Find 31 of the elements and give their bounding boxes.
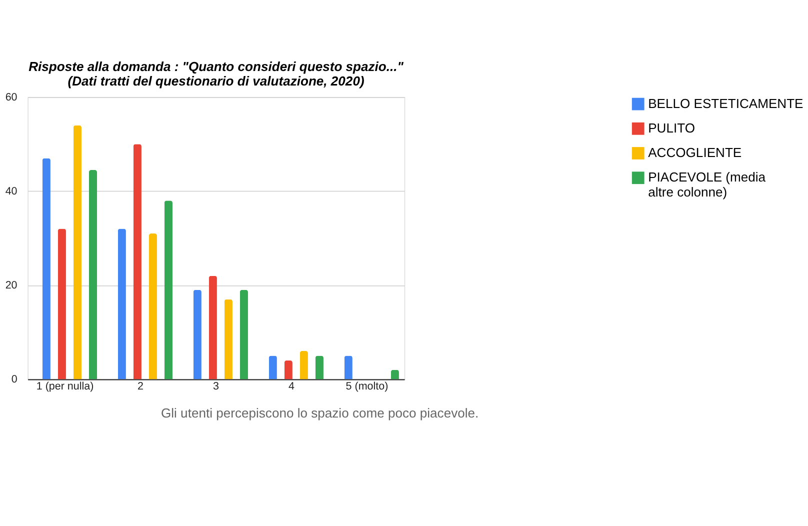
legend-label: PULITO — [648, 120, 695, 136]
bar — [118, 228, 126, 380]
x-tick-label: 3 — [213, 380, 220, 393]
x-tick-label: 2 — [138, 380, 144, 393]
y-tick-label: 40 — [5, 186, 18, 198]
bar — [315, 356, 324, 380]
text: Gli utenti percepiscono lo spazio come poco piacevole. — [160, 406, 479, 421]
chart-title: Risposte alla domanda : "Quanto consideri questo spazio..." (Dati tratti del questionario di valutazione, 2020) — [28, 58, 404, 89]
bar — [344, 356, 352, 380]
bar — [58, 228, 66, 380]
y-tick-label: 20 — [5, 280, 18, 292]
bar — [148, 233, 157, 380]
bar — [240, 290, 248, 380]
x-tick-label: 5 (molto) — [346, 380, 388, 393]
legend-label: PIACEVOLE (media altre colonne) — [648, 170, 766, 200]
bar — [164, 200, 172, 380]
bar — [73, 125, 82, 380]
bar — [88, 170, 97, 380]
bar — [133, 144, 142, 380]
bar — [300, 351, 308, 380]
bar — [42, 158, 50, 380]
x-tick-label: 4 — [288, 380, 295, 393]
y-tick-label: 0 — [11, 374, 18, 386]
legend-label: ACCOGLIENTE — [648, 145, 742, 160]
x-tick-label: 1 (per nulla) — [36, 380, 94, 393]
y-tick-label: 60 — [5, 92, 18, 104]
legend-label: BELLO ESTETICAMENTE — [648, 96, 804, 111]
bar — [208, 276, 217, 380]
bar — [268, 356, 277, 380]
bar — [224, 299, 232, 380]
bar — [193, 290, 202, 380]
